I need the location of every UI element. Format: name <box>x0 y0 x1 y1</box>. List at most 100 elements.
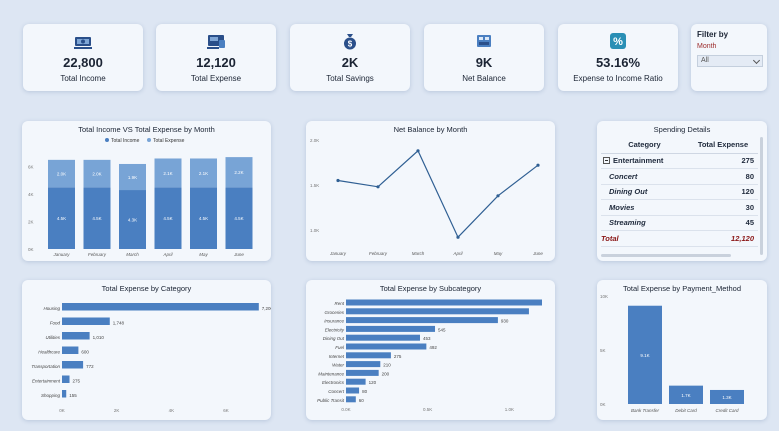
x-tick-label: 4K <box>169 408 175 413</box>
legend-label: Total Expense <box>153 138 185 144</box>
expense-bar <box>346 334 420 341</box>
subcategory-plot: Rent Groceries Insurance 930 Electricity 545 D… <box>317 299 542 412</box>
month-select[interactable]: All <box>697 55 763 67</box>
subcategory-label: Concert <box>601 168 688 185</box>
income-bar <box>225 187 253 249</box>
y-tick-label: 2.0K <box>310 138 319 143</box>
data-label: 1.7K <box>681 393 690 398</box>
data-label: 453 <box>423 336 431 341</box>
chart-title: Total Income VS Total Expense by Month <box>78 125 215 134</box>
data-label: 80 <box>362 389 368 394</box>
income-expense-chart: Total Income VS Total Expense by Month 6… <box>22 121 271 261</box>
category-chart: Total Expense by Category Housing 7,200 Fo… <box>22 280 271 420</box>
column-header-category[interactable]: Category <box>601 137 688 154</box>
data-point <box>536 163 540 167</box>
expense-bar <box>119 163 146 191</box>
kpi-label: Expense to Income Ratio <box>573 74 663 83</box>
expense-bar <box>62 361 84 369</box>
income-data-label: 4.5K <box>57 216 66 221</box>
category-label: Internet <box>329 354 345 359</box>
chevron-down-icon <box>752 56 761 65</box>
net-balance-line <box>337 149 539 239</box>
expense-bar <box>225 157 253 188</box>
category-label: Rent <box>334 301 344 306</box>
income-bar <box>83 187 111 249</box>
y-tick-label: 2K <box>28 220 34 225</box>
x-tick-label: 0.5K <box>423 407 432 412</box>
data-label: 1.3K <box>722 395 731 400</box>
kpi-net-balance: 9K Net Balance <box>424 24 544 91</box>
data-label: 600 <box>81 350 89 355</box>
kpi-value: 9K <box>475 55 493 70</box>
expense-bar <box>62 317 110 325</box>
expense-bar <box>190 158 217 188</box>
expense-bar <box>346 317 498 324</box>
table-row: Concert 80 <box>601 168 758 185</box>
expense-bar <box>346 308 529 315</box>
category-label: Groceries <box>324 310 344 315</box>
subcategory-label: Streaming <box>601 215 688 231</box>
category-label: Public Transit <box>317 398 345 403</box>
data-point <box>496 194 500 198</box>
x-tick-label: April <box>162 252 173 257</box>
subcategory-chart: Total Expense by Subcategory Rent Groceri… <box>306 280 555 420</box>
x-tick-label: June <box>532 251 543 256</box>
percent-icon: % <box>610 33 626 49</box>
filter-title: Filter by <box>697 30 729 39</box>
y-tick-label: 0K <box>28 247 34 252</box>
table-row: Dining Out 120 <box>601 184 758 200</box>
data-label: 275 <box>394 354 402 359</box>
total-label: Total <box>601 230 688 247</box>
expense-bar <box>48 159 75 188</box>
y-tick-label: 0K <box>600 402 606 407</box>
expense-bar <box>346 299 542 306</box>
expense-bar <box>62 303 259 311</box>
category-label: Shopping <box>41 393 61 398</box>
kpi-value: 22,800 <box>63 55 103 70</box>
chart-title: Total Expense by Subcategory <box>379 284 482 293</box>
column-header-total-expense[interactable]: Total Expense <box>687 137 758 154</box>
category-plot: Housing 7,200 Food 1,748 Utilities 1,010 Healt… <box>31 303 271 413</box>
kpi-label: Total Expense <box>190 74 242 83</box>
payment-bar <box>669 385 703 404</box>
x-tick-label: January <box>329 251 347 256</box>
category-label: Entertainment <box>32 379 61 384</box>
x-tick-label: 1.0K <box>505 407 514 412</box>
y-tick-label: 1.0K <box>310 228 319 233</box>
legend-marker <box>147 138 151 142</box>
x-tick-label: June <box>233 252 244 257</box>
x-tick-label: 2K <box>114 408 120 413</box>
category-label: Entertainment <box>613 156 664 166</box>
collapse-icon[interactable] <box>603 157 610 165</box>
income-data-label: 4.5K <box>92 216 101 221</box>
data-point <box>376 185 380 189</box>
data-label: 1,748 <box>113 321 125 326</box>
x-tick-label: March <box>126 252 139 257</box>
money-icon <box>74 37 92 49</box>
x-tick-label: 0.0K <box>341 407 350 412</box>
income-bar <box>48 187 75 249</box>
expense-bar <box>62 375 70 383</box>
category-label: Insurance <box>324 319 344 324</box>
month-filter: Filter by Month All <box>691 24 767 91</box>
category-label: Electricity <box>325 327 345 332</box>
kpi-total-income: 22,800 Total Income <box>23 24 143 91</box>
kpi-expense-ratio: % 53.16% Expense to Income Ratio <box>558 24 678 91</box>
expense-data-label: 2.1K <box>163 171 172 176</box>
expense-bar <box>83 159 111 188</box>
expense-bar <box>346 325 436 332</box>
horizontal-scrollbar[interactable] <box>601 254 731 257</box>
expense-bar <box>346 396 356 403</box>
expense-bar <box>346 361 381 368</box>
kpi-value: 2K <box>341 55 359 70</box>
data-label: 1,010 <box>93 335 105 340</box>
expense-bar <box>62 332 90 340</box>
category-label: Transportation <box>31 364 60 369</box>
x-tick-label: 6K <box>223 408 229 413</box>
chart-title: Total Expense by Category <box>101 284 192 293</box>
data-label: 545 <box>438 327 446 332</box>
subcategory-value: 30 <box>687 199 758 216</box>
subcategory-label: Movies <box>601 199 688 216</box>
x-tick-label: Bank Transfer <box>631 408 659 413</box>
vertical-scrollbar[interactable] <box>760 137 763 255</box>
